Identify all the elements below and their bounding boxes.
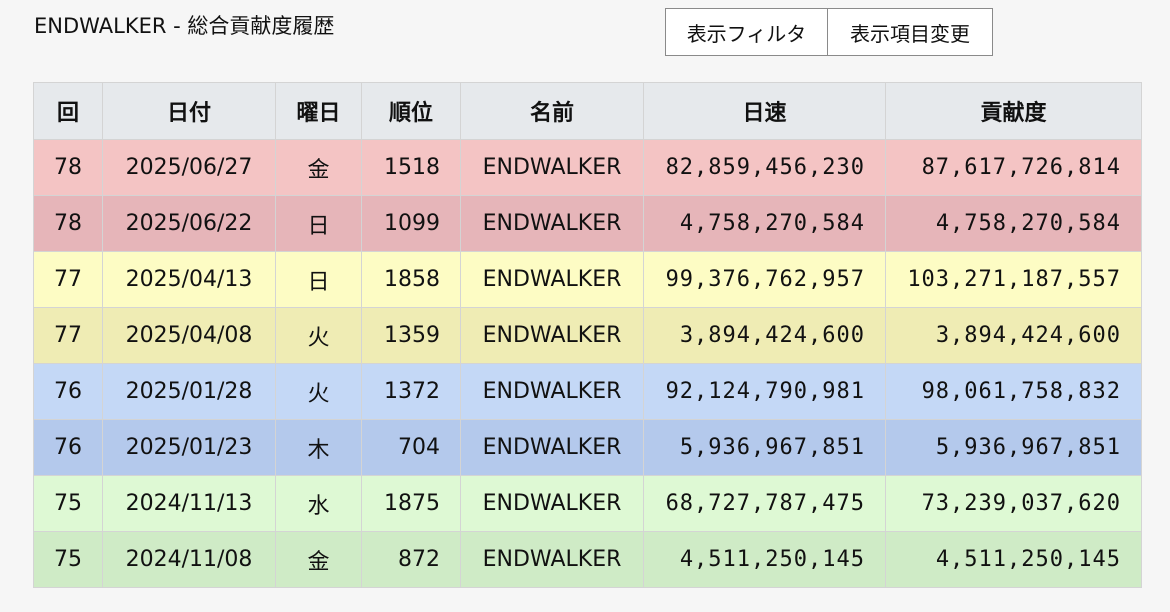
cell-date: 2025/06/27 <box>102 139 276 196</box>
cell-day: 金 <box>275 531 362 588</box>
cell-contribution: 103,271,187,557 <box>885 251 1142 308</box>
cell-day: 火 <box>275 363 362 420</box>
cell-speed: 99,376,762,957 <box>643 251 886 308</box>
table-row[interactable]: 78 2025/06/27 金 1518 ENDWALKER 82,859,456,230… <box>33 139 1142 196</box>
cell-speed: 4,511,250,145 <box>643 531 886 588</box>
cell-rank: 704 <box>361 419 461 476</box>
cell-speed: 92,124,790,981 <box>643 363 886 420</box>
display-filter-button[interactable]: 表示フィルタ <box>665 8 828 56</box>
column-header-rank[interactable]: 順位 <box>361 82 461 140</box>
cell-day: 水 <box>275 475 362 532</box>
column-header-date[interactable]: 日付 <box>102 82 276 140</box>
cell-day: 日 <box>275 195 362 252</box>
cell-round: 78 <box>33 139 103 196</box>
cell-name: ENDWALKER <box>460 139 644 196</box>
cell-round: 76 <box>33 419 103 476</box>
column-header-round[interactable]: 回 <box>33 82 103 140</box>
toolbar: 表示フィルタ 表示項目変更 <box>665 8 993 56</box>
cell-name: ENDWALKER <box>460 531 644 588</box>
cell-date: 2025/01/28 <box>102 363 276 420</box>
table-header-row: 回 日付 曜日 順位 名前 日速 貢献度 <box>33 82 1142 140</box>
page-title: ENDWALKER - 総合貢献度履歴 <box>34 14 335 38</box>
cell-name: ENDWALKER <box>460 363 644 420</box>
table-body: 78 2025/06/27 金 1518 ENDWALKER 82,859,456,230… <box>33 139 1142 588</box>
cell-rank: 1372 <box>361 363 461 420</box>
cell-day: 金 <box>275 139 362 196</box>
cell-rank: 1099 <box>361 195 461 252</box>
cell-date: 2025/06/22 <box>102 195 276 252</box>
cell-round: 75 <box>33 475 103 532</box>
cell-contribution: 5,936,967,851 <box>885 419 1142 476</box>
cell-rank: 1359 <box>361 307 461 364</box>
cell-name: ENDWALKER <box>460 195 644 252</box>
table-row[interactable]: 75 2024/11/13 水 1875 ENDWALKER 68,727,787,475… <box>33 475 1142 532</box>
column-header-speed[interactable]: 日速 <box>643 82 886 140</box>
cell-round: 76 <box>33 363 103 420</box>
cell-speed: 5,936,967,851 <box>643 419 886 476</box>
cell-contribution: 4,758,270,584 <box>885 195 1142 252</box>
cell-date: 2024/11/08 <box>102 531 276 588</box>
cell-date: 2025/01/23 <box>102 419 276 476</box>
cell-speed: 4,758,270,584 <box>643 195 886 252</box>
cell-contribution: 98,061,758,832 <box>885 363 1142 420</box>
cell-speed: 82,859,456,230 <box>643 139 886 196</box>
cell-day: 木 <box>275 419 362 476</box>
cell-rank: 1518 <box>361 139 461 196</box>
cell-name: ENDWALKER <box>460 475 644 532</box>
cell-round: 75 <box>33 531 103 588</box>
cell-rank: 1875 <box>361 475 461 532</box>
cell-date: 2025/04/08 <box>102 307 276 364</box>
cell-date: 2024/11/13 <box>102 475 276 532</box>
column-header-day[interactable]: 曜日 <box>275 82 362 140</box>
cell-name: ENDWALKER <box>460 307 644 364</box>
cell-speed: 3,894,424,600 <box>643 307 886 364</box>
table-row[interactable]: 78 2025/06/22 日 1099 ENDWALKER 4,758,270,584 4… <box>33 195 1142 252</box>
cell-date: 2025/04/13 <box>102 251 276 308</box>
cell-day: 火 <box>275 307 362 364</box>
cell-speed: 68,727,787,475 <box>643 475 886 532</box>
change-columns-button[interactable]: 表示項目変更 <box>828 8 993 56</box>
table-row[interactable]: 77 2025/04/13 日 1858 ENDWALKER 99,376,762,957… <box>33 251 1142 308</box>
table-row[interactable]: 75 2024/11/08 金 872 ENDWALKER 4,511,250,145 4,… <box>33 531 1142 588</box>
cell-rank: 872 <box>361 531 461 588</box>
table-row[interactable]: 76 2025/01/28 火 1372 ENDWALKER 92,124,790,981… <box>33 363 1142 420</box>
table-row[interactable]: 76 2025/01/23 木 704 ENDWALKER 5,936,967,851 5,… <box>33 419 1142 476</box>
cell-name: ENDWALKER <box>460 251 644 308</box>
column-header-contribution[interactable]: 貢献度 <box>885 82 1142 140</box>
contribution-history-table: 回 日付 曜日 順位 名前 日速 貢献度 78 2025/06/27 金 1518 EN… <box>33 82 1142 588</box>
cell-name: ENDWALKER <box>460 419 644 476</box>
cell-day: 日 <box>275 251 362 308</box>
cell-contribution: 73,239,037,620 <box>885 475 1142 532</box>
column-header-name[interactable]: 名前 <box>460 82 644 140</box>
cell-rank: 1858 <box>361 251 461 308</box>
cell-contribution: 4,511,250,145 <box>885 531 1142 588</box>
cell-contribution: 87,617,726,814 <box>885 139 1142 196</box>
cell-round: 78 <box>33 195 103 252</box>
table-row[interactable]: 77 2025/04/08 火 1359 ENDWALKER 3,894,424,600 3… <box>33 307 1142 364</box>
cell-round: 77 <box>33 307 103 364</box>
cell-contribution: 3,894,424,600 <box>885 307 1142 364</box>
cell-round: 77 <box>33 251 103 308</box>
